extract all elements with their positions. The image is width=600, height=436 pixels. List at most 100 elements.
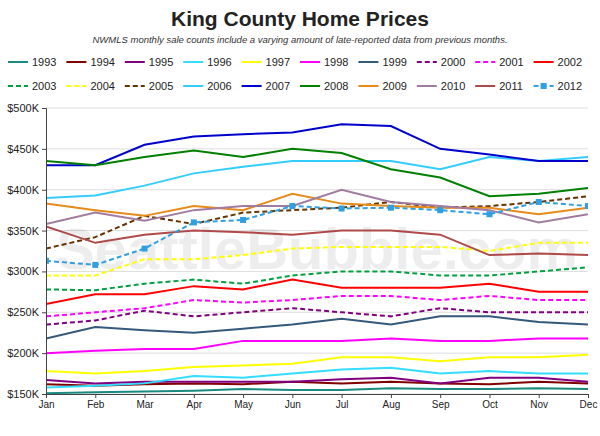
y-tick: $350K xyxy=(7,225,46,237)
legend-label: 2002 xyxy=(558,56,582,68)
legend-swatch xyxy=(8,85,28,87)
y-tick-mark xyxy=(42,271,46,272)
legend-item: 2007 xyxy=(242,80,290,92)
series-marker xyxy=(92,262,98,268)
legend-label: 2009 xyxy=(382,80,406,92)
y-tick-label: $250K xyxy=(7,306,39,318)
subtitle: NWMLS monthly sale counts include a vary… xyxy=(92,34,507,45)
series-line xyxy=(46,202,588,265)
series-line xyxy=(46,316,588,338)
legend-item: 2004 xyxy=(66,80,114,92)
legend-swatch xyxy=(534,61,554,63)
y-tick-label: $200K xyxy=(7,347,39,359)
x-tick-mark xyxy=(391,394,392,398)
y-tick-mark xyxy=(42,353,46,354)
legend-item: 2005 xyxy=(125,80,173,92)
x-tick: Sep xyxy=(432,394,450,410)
grid-line xyxy=(46,108,588,109)
x-tick-mark xyxy=(243,394,244,398)
x-tick: Feb xyxy=(87,394,105,410)
x-tick: Jan xyxy=(38,394,54,410)
legend-label: 1998 xyxy=(324,56,348,68)
x-tick: Aug xyxy=(383,394,401,410)
series-marker xyxy=(339,206,345,212)
x-tick: Dec xyxy=(580,394,598,410)
x-axis-line xyxy=(47,395,589,399)
series-line xyxy=(46,388,588,393)
y-tick-label: $300K xyxy=(7,265,39,277)
x-tick-label: Dec xyxy=(580,399,598,410)
series-marker xyxy=(142,246,148,252)
y-tick-mark xyxy=(42,190,46,191)
series-marker xyxy=(437,207,443,213)
y-tick: $250K xyxy=(7,306,46,318)
series-line xyxy=(46,149,588,196)
x-tick: May xyxy=(234,394,253,410)
y-tick: $500K xyxy=(7,102,46,114)
x-tick: Mar xyxy=(136,394,154,410)
x-tick-label: Jan xyxy=(38,399,54,410)
x-tick-label: Nov xyxy=(530,399,548,410)
legend-label: 2004 xyxy=(90,80,114,92)
legend-label: 2012 xyxy=(558,80,582,92)
series-marker xyxy=(289,203,295,209)
y-tick-label: $450K xyxy=(7,143,39,155)
y-tick-label: $400K xyxy=(7,184,39,196)
series-line xyxy=(46,243,588,276)
y-tick-mark xyxy=(42,149,46,150)
legend-item: 2010 xyxy=(417,80,465,92)
series-marker xyxy=(585,203,588,209)
y-tick: $450K xyxy=(7,143,46,155)
series-marker xyxy=(536,199,542,205)
series-marker xyxy=(486,211,492,217)
legend-item: 1997 xyxy=(242,56,290,68)
legend-item: 2008 xyxy=(300,80,348,92)
legend: 1993199419951996199719981999200020012002… xyxy=(8,56,582,92)
legend-label: 1994 xyxy=(90,56,114,68)
legend-swatch xyxy=(66,85,86,87)
x-tick-label: Jun xyxy=(285,399,301,410)
grid-line xyxy=(46,148,588,149)
series-line xyxy=(46,355,588,374)
legend-swatch xyxy=(475,85,495,87)
legend-item: 2000 xyxy=(417,56,465,68)
legend-swatch xyxy=(242,85,262,87)
legend-swatch xyxy=(183,85,203,87)
legend-item: 2012 xyxy=(534,80,582,92)
title: King County Home Prices xyxy=(171,7,429,30)
legend-swatch xyxy=(242,61,262,63)
legend-item: 1999 xyxy=(358,56,406,68)
y-tick: $200K xyxy=(7,347,46,359)
y-tick-label: $500K xyxy=(7,102,39,114)
y-tick: $300K xyxy=(7,265,46,277)
series-marker xyxy=(240,217,246,223)
legend-label: 1993 xyxy=(32,56,56,68)
y-tick-label: $150K xyxy=(7,388,39,400)
legend-label: 2005 xyxy=(149,80,173,92)
legend-item: 2002 xyxy=(534,56,582,68)
legend-label: 2011 xyxy=(499,80,523,92)
x-tick: Jul xyxy=(336,394,349,410)
legend-item: 2003 xyxy=(8,80,56,92)
legend-item: 2006 xyxy=(183,80,231,92)
series-line xyxy=(46,378,588,384)
legend-item: 1996 xyxy=(183,56,231,68)
y-tick-mark xyxy=(42,312,46,313)
y-tick-mark xyxy=(42,231,46,232)
y-axis-line xyxy=(42,109,47,395)
legend-swatch xyxy=(417,61,437,63)
legend-swatch xyxy=(300,61,320,63)
series-line xyxy=(46,338,588,353)
x-tick-label: Apr xyxy=(187,399,203,410)
legend-label: 1996 xyxy=(207,56,231,68)
legend-swatch xyxy=(125,85,145,87)
x-tick-mark xyxy=(46,394,47,398)
series-line xyxy=(46,226,588,255)
legend-item: 2011 xyxy=(475,80,523,92)
x-tick-label: May xyxy=(234,399,253,410)
chart: King County Home Prices NWMLS monthly sal… xyxy=(0,0,600,436)
x-tick-mark xyxy=(95,394,96,398)
series-line xyxy=(46,267,588,290)
series-line xyxy=(46,157,588,198)
legend-label: 1999 xyxy=(382,56,406,68)
